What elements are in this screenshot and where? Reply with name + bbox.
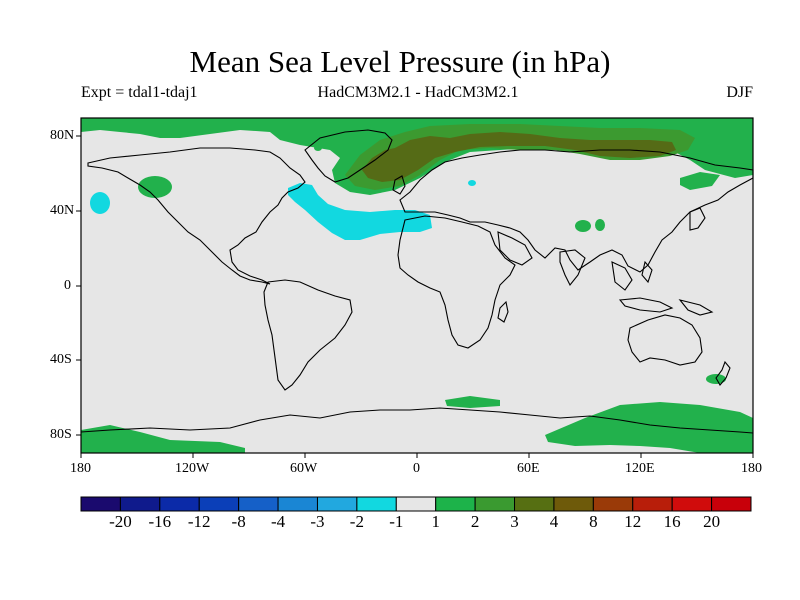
anomaly-region [595,219,605,231]
colorbar-swatch [632,496,673,512]
anomaly-shading [81,118,753,453]
colorbar-swatch [474,496,516,512]
anomaly-region [90,192,110,214]
experiment-label: Expt = tdal1-tdaj1 [81,84,198,101]
colorbar-swatch [711,496,752,512]
anomaly-region [468,180,476,186]
lon-tick-label: 180 [741,461,762,476]
anomaly-region [288,183,432,240]
colorbar-swatch [395,496,437,512]
colorbar-label: -12 [187,512,211,531]
colorbar-swatch [277,496,318,512]
colorbar-label: 1 [431,512,440,531]
colorbar-swatch [592,496,634,512]
colorbar-label: -3 [310,512,325,531]
lon-tick-label: 180 [70,461,91,476]
chart-title: Mean Sea Level Pressure (in hPa) [189,44,611,79]
lon-tick-label: 120W [175,461,210,476]
colorbar-swatch [159,496,200,512]
colorbar-label: -16 [148,512,172,531]
colorbar-label: 16 [663,512,681,531]
lat-tick-label: 80N [50,128,75,143]
lat-tick-label: 0 [64,278,71,293]
colorbar-label: -4 [270,512,286,531]
colorbar-swatch [435,496,476,512]
lon-tick-label: 0 [413,461,420,476]
colorbar-label: 4 [549,512,559,531]
colorbar-label: 8 [589,512,598,531]
colorbar-swatch [198,496,240,512]
colorbar-swatch [514,496,555,512]
lon-tick-label: 120E [625,461,655,476]
coastlines [80,129,754,434]
lat-tick-label: 40S [50,352,72,367]
anomaly-region [545,402,753,453]
colorbar-swatch [671,496,713,512]
colorbar-label: -1 [389,512,404,531]
colorbar-label: 3 [510,512,519,531]
anomaly-region [362,132,676,182]
colorbar-swatch [356,496,397,512]
anomaly-region [680,172,720,190]
anomaly-region [81,425,245,453]
colorbar-swatch [553,496,594,512]
anomaly-region [314,145,322,151]
colorbar-label: -20 [109,512,132,531]
colorbar-label: -8 [231,512,246,531]
colorbar-swatch [119,496,161,512]
model-label: HadCM3M2.1 - HadCM3M2.1 [317,84,519,101]
lat-tick-label: 40N [50,203,75,218]
colorbar [80,496,752,512]
anomaly-region [575,220,591,232]
tick-marks [76,135,754,458]
lat-tick-label: 80S [50,427,72,442]
colorbar-label: 20 [703,512,721,531]
colorbar-swatch [238,496,279,512]
colorbar-label: 2 [470,512,480,531]
colorbar-label: -2 [349,512,364,531]
colorbar-swatch [80,496,121,512]
anomaly-region [445,396,500,408]
anomaly-region [138,176,172,198]
colorbar-swatch [316,496,358,512]
season-label: DJF [726,84,753,101]
lon-tick-label: 60E [517,461,540,476]
colorbar-label: 12 [624,512,642,531]
lon-tick-label: 60W [290,461,318,476]
